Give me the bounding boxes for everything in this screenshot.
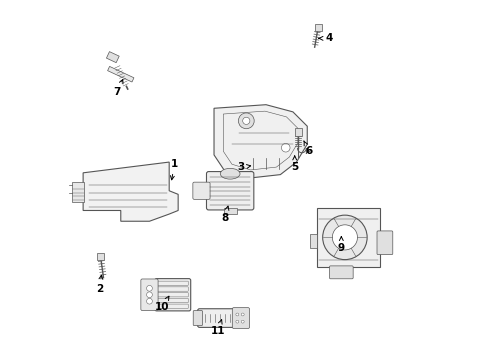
FancyBboxPatch shape: [376, 231, 392, 255]
Bar: [294, 129, 301, 135]
Text: 4: 4: [318, 33, 332, 43]
Text: 11: 11: [210, 320, 224, 336]
Polygon shape: [214, 105, 306, 178]
Polygon shape: [106, 51, 119, 63]
Circle shape: [146, 285, 152, 291]
Bar: [223, 208, 236, 214]
Circle shape: [242, 117, 249, 125]
FancyBboxPatch shape: [193, 311, 202, 325]
Circle shape: [241, 320, 244, 323]
Bar: [317, 208, 379, 267]
Text: 6: 6: [303, 141, 312, 156]
Circle shape: [146, 292, 152, 298]
Text: 7: 7: [113, 80, 123, 97]
Bar: [314, 24, 321, 31]
FancyBboxPatch shape: [206, 172, 253, 210]
Text: 9: 9: [337, 237, 344, 253]
FancyBboxPatch shape: [329, 266, 352, 279]
Text: 5: 5: [290, 156, 298, 172]
Polygon shape: [107, 66, 134, 82]
Bar: [309, 234, 317, 248]
Circle shape: [235, 313, 238, 316]
Ellipse shape: [220, 168, 240, 179]
FancyBboxPatch shape: [192, 182, 210, 199]
Circle shape: [332, 225, 357, 250]
FancyBboxPatch shape: [155, 279, 190, 311]
Text: 10: 10: [155, 296, 169, 312]
Circle shape: [235, 320, 238, 323]
Text: 2: 2: [96, 275, 102, 294]
FancyBboxPatch shape: [141, 279, 158, 311]
Polygon shape: [83, 162, 178, 221]
Circle shape: [146, 298, 152, 304]
Text: 1: 1: [170, 159, 178, 180]
Circle shape: [322, 215, 366, 260]
FancyBboxPatch shape: [72, 182, 83, 202]
Circle shape: [238, 113, 254, 129]
Circle shape: [241, 313, 244, 316]
FancyBboxPatch shape: [232, 308, 249, 328]
Circle shape: [281, 143, 289, 152]
FancyBboxPatch shape: [197, 309, 235, 327]
Text: 8: 8: [221, 206, 228, 222]
Bar: [97, 253, 104, 260]
Text: 3: 3: [237, 162, 250, 172]
